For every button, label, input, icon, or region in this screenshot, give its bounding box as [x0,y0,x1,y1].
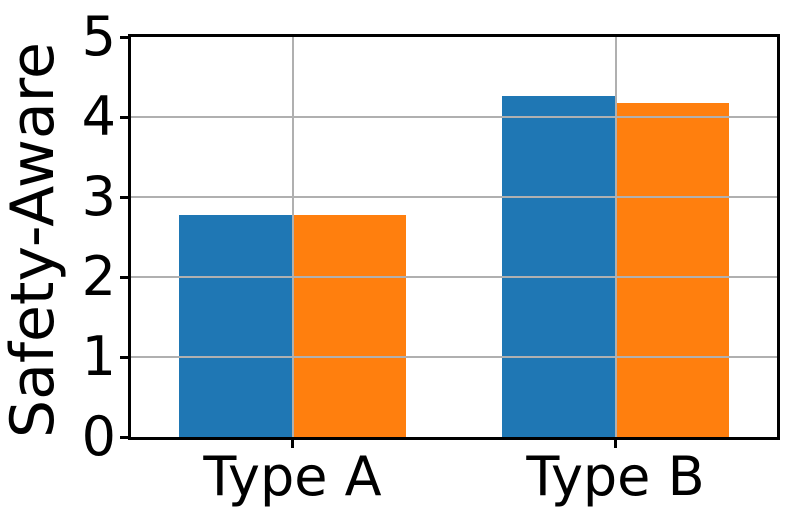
plot-area [128,34,780,440]
gridline-vertical [291,37,294,437]
y-tick-label: 5 [81,5,116,68]
bar-type-b-orange [615,103,729,437]
y-tick-mark [120,35,128,39]
y-tick-mark [120,355,128,359]
x-tick-label: Type B [526,445,705,508]
gridline-horizontal [131,276,777,278]
y-tick-label: 2 [81,245,116,308]
y-tick-mark [120,195,128,199]
y-tick-label: 3 [81,165,116,228]
x-tick-label: Type A [203,445,382,508]
y-tick-label: 1 [81,325,116,388]
y-tick-label: 0 [81,405,116,468]
gridline-vertical [614,37,617,437]
bar-type-b-blue [502,96,616,437]
gridline-horizontal [131,356,777,358]
gridline-horizontal [131,116,777,118]
bar-type-a-orange [292,215,406,437]
x-tick-mark [291,440,294,448]
x-tick-mark [614,440,617,448]
y-tick-mark [120,115,128,119]
y-tick-mark [120,435,128,439]
y-tick-label: 4 [81,85,116,148]
bar-type-a-blue [179,214,293,437]
y-tick-mark [120,275,128,279]
gridline-horizontal [131,196,777,198]
